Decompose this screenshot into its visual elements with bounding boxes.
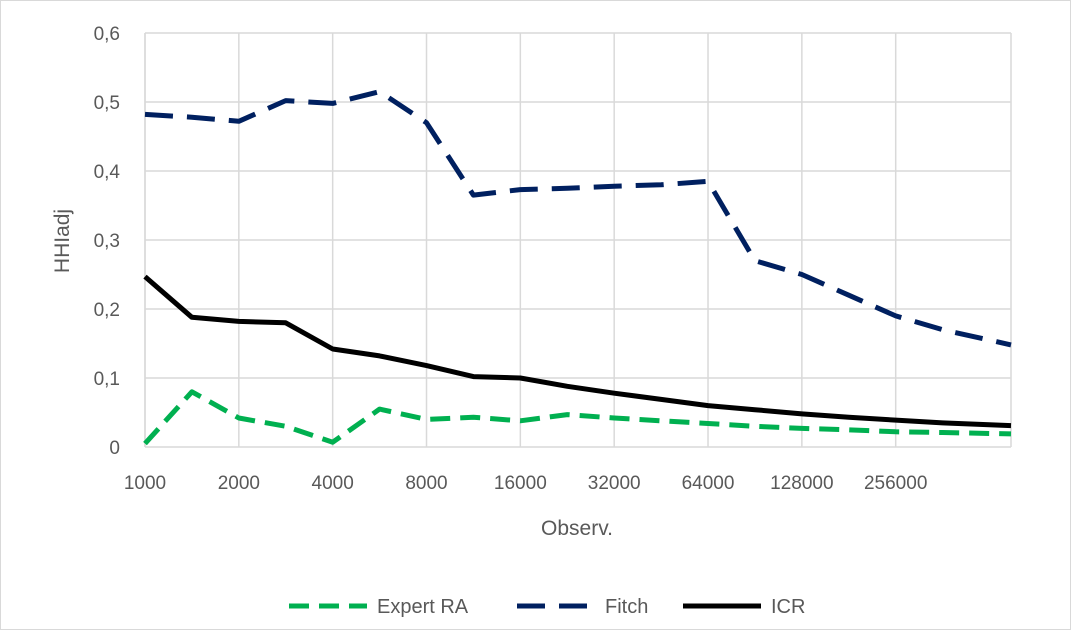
gridlines xyxy=(144,32,1012,448)
x-tick-label: 128000 xyxy=(770,473,833,494)
y-tick-labels: 0 0,1 0,2 0,3 0,4 0,5 0,6 xyxy=(94,24,121,459)
legend-label-icr: ICR xyxy=(771,596,805,618)
x-tick-label: 2000 xyxy=(218,473,260,494)
series-line-expert-ra xyxy=(143,389,1012,446)
series-lines xyxy=(143,89,1012,446)
y-tick-label: 0,3 xyxy=(94,231,120,252)
y-tick-label: 0 xyxy=(109,438,120,459)
x-tick-label: 64000 xyxy=(682,473,735,494)
legend-label-expert-ra: Expert RA xyxy=(377,596,469,618)
x-tick-label: 32000 xyxy=(588,473,641,494)
series-line-fitch xyxy=(144,89,1012,348)
y-axis-title: HHIadj xyxy=(51,209,74,273)
series-line-icr xyxy=(143,274,1012,429)
x-tick-label: 4000 xyxy=(312,473,354,494)
legend: Expert RA Fitch ICR xyxy=(289,596,805,618)
x-tick-label: 1000 xyxy=(124,473,166,494)
legend-label-fitch: Fitch xyxy=(605,596,648,618)
y-tick-label: 0,4 xyxy=(94,162,121,183)
x-tick-label: 8000 xyxy=(405,473,447,494)
y-tick-label: 0,2 xyxy=(94,300,120,321)
y-tick-label: 0,1 xyxy=(94,369,120,390)
x-axis-title: Observ. xyxy=(541,517,613,540)
x-tick-label: 16000 xyxy=(494,473,547,494)
x-tick-label: 256000 xyxy=(864,473,927,494)
x-tick-labels: 1000 2000 4000 8000 16000 32000 64000 128000 256… xyxy=(124,473,928,494)
y-tick-label: 0,5 xyxy=(94,93,120,114)
y-tick-label: 0,6 xyxy=(94,24,120,45)
